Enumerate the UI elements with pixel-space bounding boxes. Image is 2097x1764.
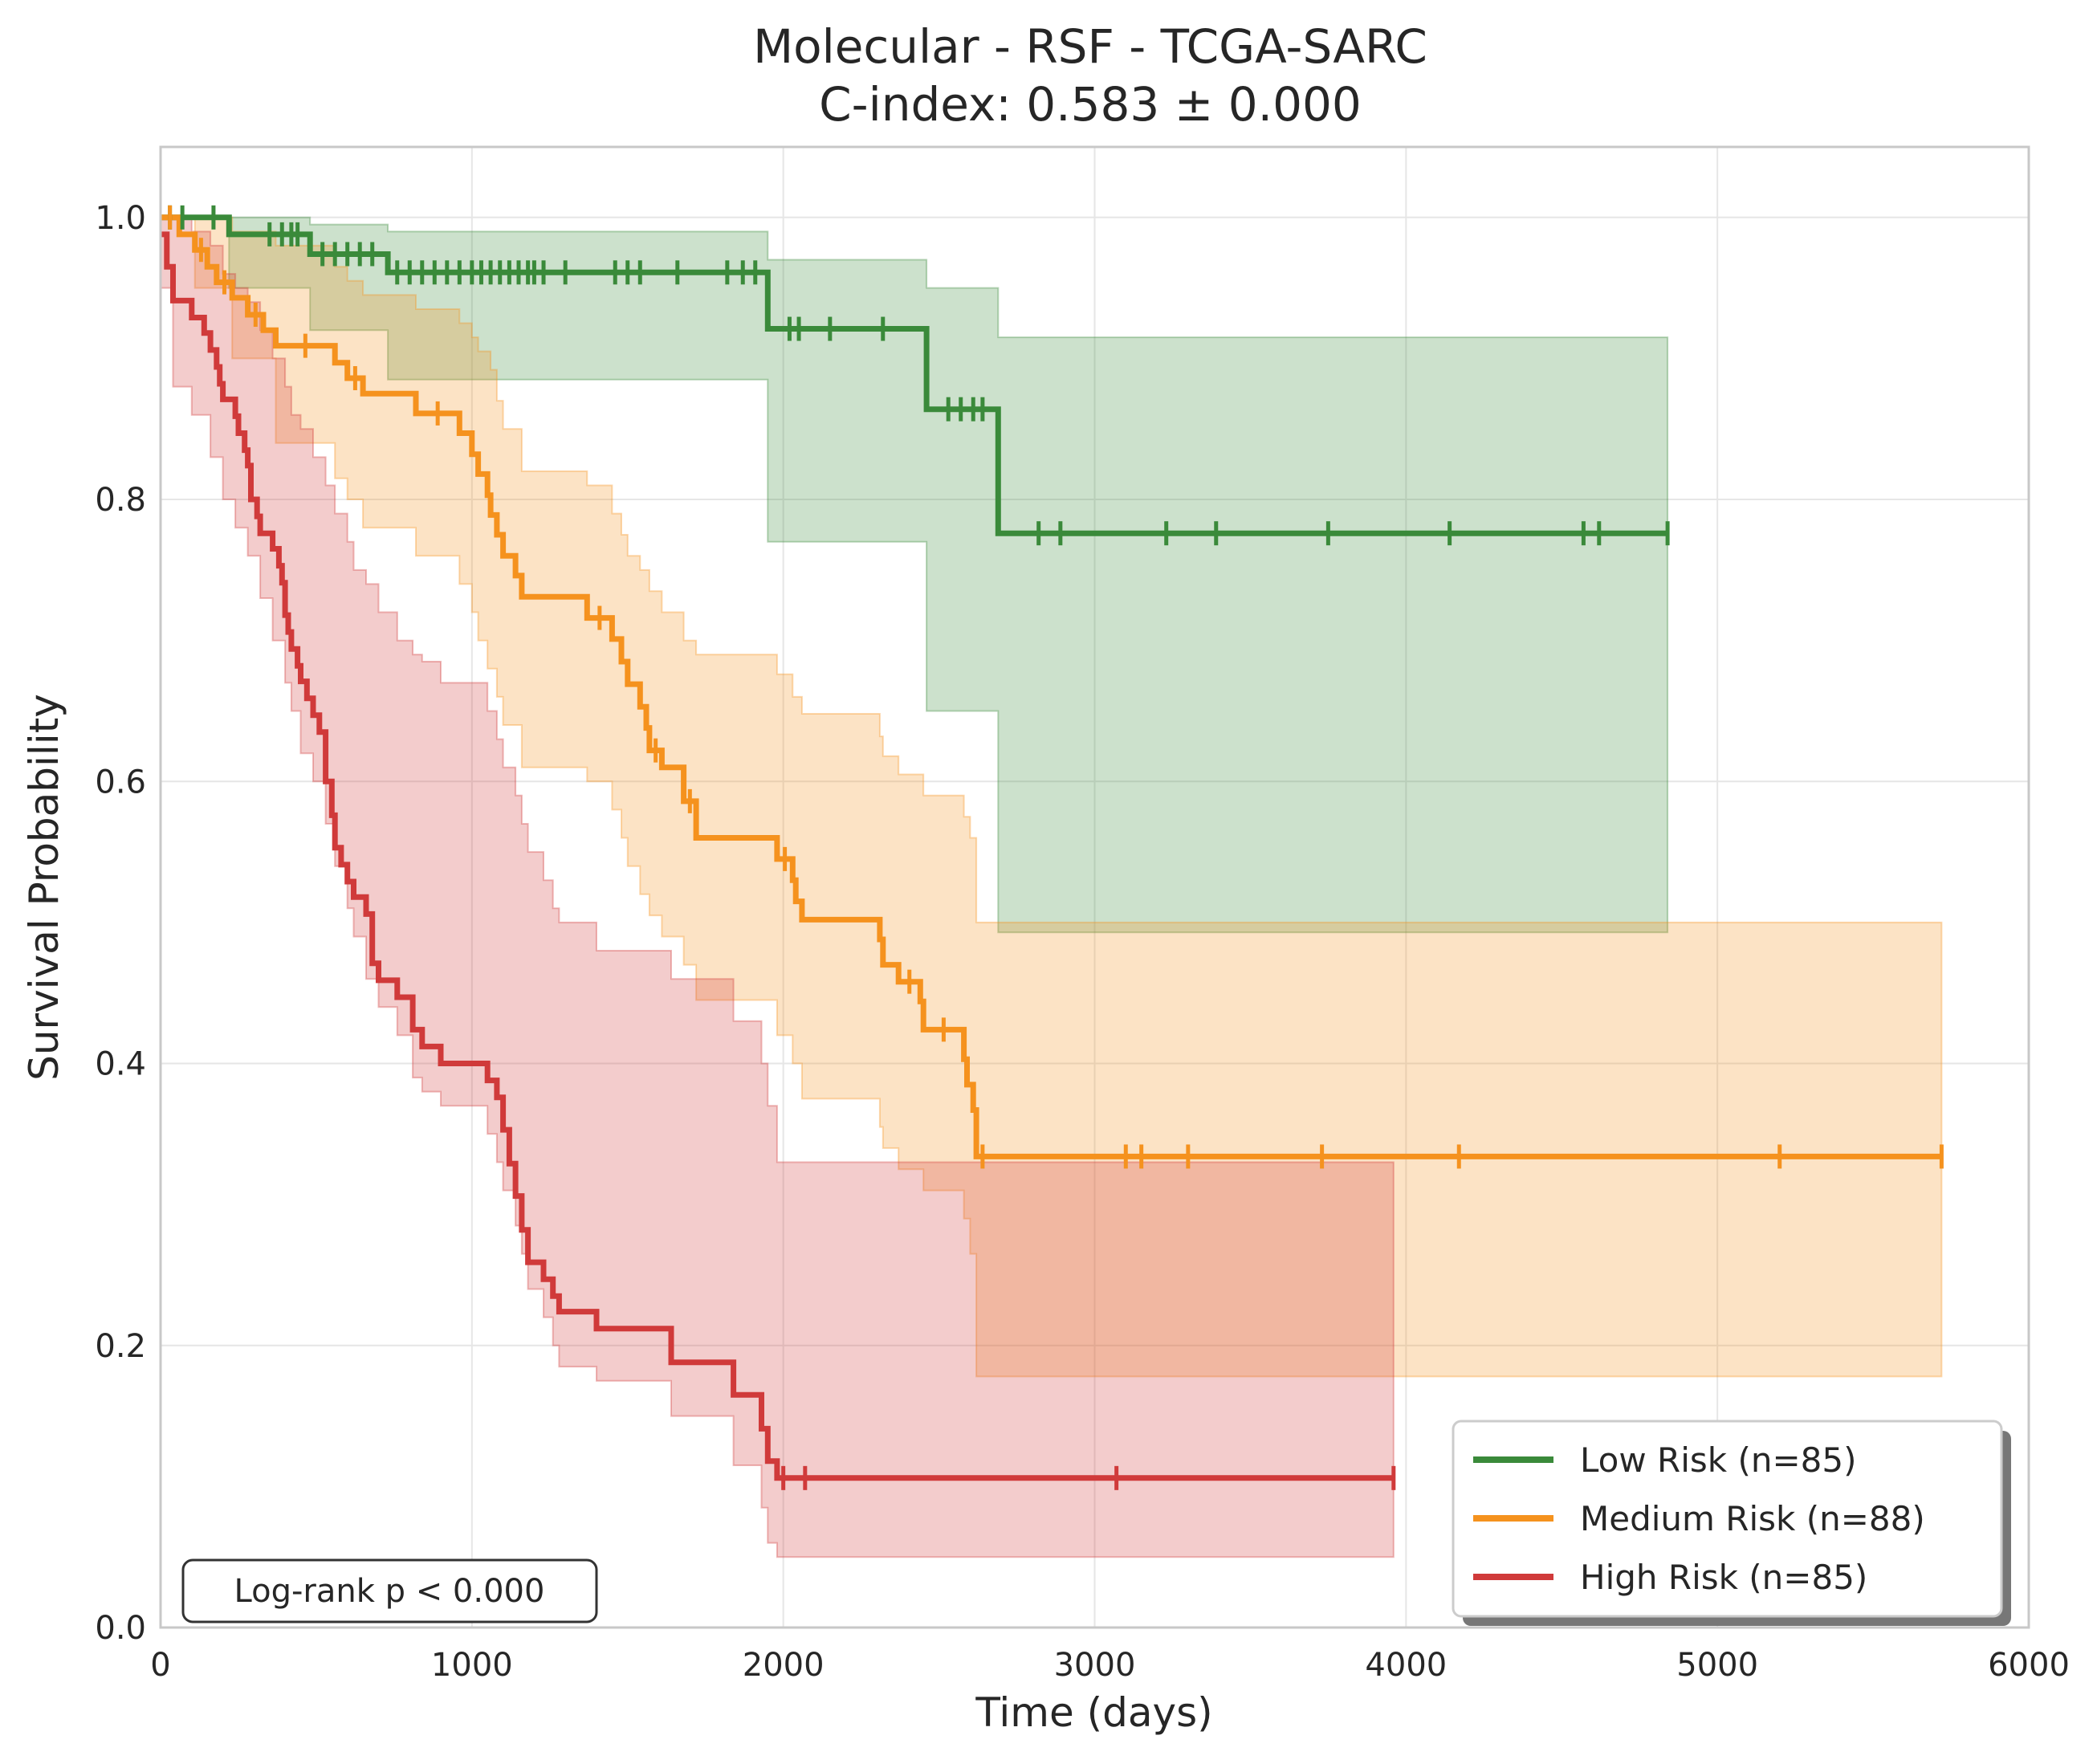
x-axis-ticks: 0 1000 2000 3000 4000 5000 6000 [150, 1647, 2070, 1684]
x-tick-label: 5000 [1676, 1647, 1758, 1684]
legend-label-high: High Risk (n=85) [1580, 1558, 1867, 1597]
low-risk-survival-line [161, 214, 1668, 536]
legend-box [1452, 1420, 2003, 1618]
y-tick-label: 0.2 [95, 1328, 146, 1365]
legend-label-low: Low Risk (n=85) [1580, 1440, 1857, 1480]
medium-risk-ci-band [161, 216, 1943, 1378]
y-tick-label: 0.8 [95, 482, 146, 519]
pvalue-text: Log-rank p < 0.000 [234, 1573, 545, 1610]
x-tick-label: 0 [150, 1647, 170, 1684]
legend: Low Risk (n=85) Medium Risk (n=88) High Ri… [1452, 1420, 2011, 1626]
confidence-bands [160, 216, 1943, 1558]
censor-marks [168, 205, 1944, 1490]
x-tick-label: 6000 [1988, 1647, 2070, 1684]
x-tick-label: 1000 [431, 1647, 513, 1684]
y-axis-ticks: 0.0 0.2 0.4 0.6 0.8 1.0 [95, 200, 146, 1647]
y-tick-label: 1.0 [95, 200, 146, 237]
chart-title-line1: Molecular - RSF - TCGA-SARC [753, 19, 1427, 74]
x-tick-label: 2000 [743, 1647, 825, 1684]
x-axis-label: Time (days) [975, 1689, 1212, 1736]
y-axis-label: Survival Probability [21, 694, 67, 1081]
low-risk-ci-band [161, 216, 1669, 934]
legend-label-medium: Medium Risk (n=88) [1580, 1499, 1925, 1538]
y-tick-label: 0.6 [95, 764, 146, 801]
pvalue-annotation: Log-rank p < 0.000 [181, 1558, 598, 1623]
legend-entries: Low Risk (n=85) Medium Risk (n=88) High Ri… [1473, 1440, 1925, 1597]
x-tick-label: 3000 [1054, 1647, 1136, 1684]
chart-title-line2: C-index: 0.583 ± 0.000 [819, 77, 1362, 132]
y-tick-label: 0.4 [95, 1046, 146, 1083]
high-risk-survival-line [161, 231, 1394, 1481]
high-risk-ci-band [160, 216, 1395, 1558]
y-tick-label: 0.0 [95, 1610, 146, 1647]
x-tick-label: 4000 [1365, 1647, 1447, 1684]
pvalue-box [181, 1558, 598, 1623]
plot-frame [159, 145, 2030, 1629]
